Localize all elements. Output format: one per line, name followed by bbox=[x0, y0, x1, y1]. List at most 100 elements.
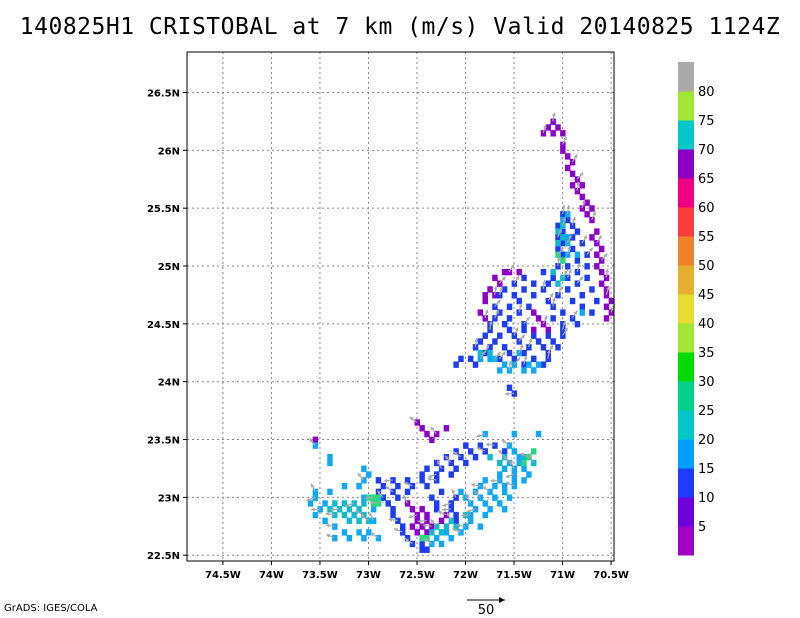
wind-vector-head bbox=[505, 481, 510, 486]
wind-vector-head bbox=[364, 496, 369, 500]
wind-cell-outer bbox=[501, 506, 508, 513]
wind-vector-head bbox=[385, 486, 390, 490]
wind-cell-teal bbox=[550, 268, 556, 276]
wind-cell-north-band bbox=[433, 430, 440, 438]
wind-cell-outer bbox=[487, 488, 493, 496]
wind-cell-outer bbox=[327, 453, 333, 461]
wind-cell-outer bbox=[487, 506, 493, 513]
wind-vector-head bbox=[427, 477, 432, 482]
wind-cell-teal bbox=[346, 517, 353, 525]
wind-cell-north-band bbox=[414, 529, 421, 536]
colorbar-swatch bbox=[678, 410, 694, 440]
wind-vector-head bbox=[558, 229, 562, 233]
wind-cell-green bbox=[531, 448, 537, 455]
wind-cell-core bbox=[400, 523, 406, 530]
wind-cell-core bbox=[438, 488, 445, 496]
wind-cell-teal bbox=[351, 511, 357, 519]
wind-cell-outer bbox=[482, 477, 488, 484]
wind-cell-north-band bbox=[419, 425, 425, 432]
wind-cell-core bbox=[589, 309, 595, 316]
wind-cell-core bbox=[390, 488, 396, 496]
wind-cell-core bbox=[569, 315, 576, 322]
wind-cell-north-band bbox=[506, 268, 513, 276]
wind-vector-head bbox=[383, 478, 388, 483]
wind-cell-core bbox=[472, 344, 479, 351]
colorbar-swatch bbox=[678, 294, 694, 324]
wind-cell-north-band bbox=[550, 118, 556, 125]
wind-cell-green bbox=[424, 534, 430, 542]
wind-vector-head bbox=[404, 538, 409, 542]
colorbar-label: 5 bbox=[698, 520, 706, 535]
wind-cell-core bbox=[569, 222, 576, 230]
wind-cell-core bbox=[380, 494, 387, 501]
wind-vector-head bbox=[576, 263, 581, 268]
wind-cell-core bbox=[526, 303, 532, 310]
colorbar-label: 40 bbox=[698, 317, 715, 332]
wind-cell-core bbox=[521, 274, 527, 282]
wind-vector-head bbox=[510, 264, 515, 269]
wind-cell-core bbox=[419, 477, 425, 484]
wind-cell-core bbox=[540, 361, 547, 368]
y-tick-label: 25.5N bbox=[147, 204, 180, 215]
wind-cell-north-band bbox=[603, 292, 610, 299]
wind-cell-core bbox=[497, 332, 503, 339]
wind-cell-north-band bbox=[312, 436, 319, 444]
wind-cell-outer bbox=[370, 506, 377, 513]
wind-cell-core bbox=[433, 471, 440, 478]
wind-cell-core bbox=[535, 338, 542, 345]
wind-cell-north-band bbox=[482, 315, 488, 322]
wind-cell-outer bbox=[482, 430, 488, 438]
wind-cell-core bbox=[501, 320, 508, 328]
wind-cell-outer bbox=[564, 234, 571, 241]
wind-cell-teal bbox=[327, 506, 333, 513]
wind-cell-north-band bbox=[564, 153, 571, 160]
wind-cell-north-band bbox=[424, 430, 430, 438]
wind-cell-north-band bbox=[409, 506, 416, 513]
wind-cell-outer bbox=[511, 465, 518, 472]
colorbar-label: 50 bbox=[698, 259, 715, 274]
wind-vector-head bbox=[606, 286, 610, 291]
wind-cell-outer bbox=[312, 494, 319, 501]
wind-cell-outer bbox=[511, 361, 518, 368]
wind-cell-outer bbox=[516, 453, 522, 461]
wind-cell-outer bbox=[497, 477, 503, 484]
wind-cell-outer bbox=[361, 534, 367, 542]
wind-cell-outer bbox=[501, 482, 508, 490]
wind-cell-outer bbox=[375, 534, 382, 542]
wind-vector-head bbox=[496, 299, 501, 304]
wind-cell-outer bbox=[366, 529, 372, 536]
wind-cell-outer bbox=[516, 459, 522, 467]
wind-vector-head bbox=[523, 355, 528, 360]
wind-cell-core bbox=[550, 338, 556, 345]
wind-cell-green bbox=[526, 453, 532, 461]
wind-cell-core bbox=[463, 459, 469, 467]
wind-vector-head bbox=[484, 309, 489, 314]
wind-cell-core bbox=[404, 534, 411, 542]
wind-cell-core bbox=[433, 477, 440, 484]
wind-cell-north-band bbox=[574, 176, 581, 183]
wind-vector-head bbox=[501, 440, 506, 444]
wind-cell-core bbox=[472, 453, 479, 461]
wind-cell-outer bbox=[433, 534, 440, 542]
wind-vector-head bbox=[543, 315, 548, 320]
wind-cell-north-band bbox=[545, 124, 552, 131]
wind-cell-teal bbox=[346, 506, 353, 513]
plot-frame bbox=[186, 51, 615, 562]
wind-cell-north-band bbox=[589, 234, 595, 241]
wind-vector-head bbox=[567, 245, 571, 250]
wind-cell-core bbox=[545, 355, 552, 363]
grads-credit: GrADS: IGES/COLA bbox=[4, 603, 98, 614]
wind-cell-north-band bbox=[531, 309, 537, 316]
wind-cell-teal bbox=[560, 274, 566, 282]
wind-cell-outer bbox=[477, 523, 484, 530]
wind-vector-head bbox=[581, 199, 586, 204]
wind-cell-core bbox=[579, 292, 586, 299]
colorbar-swatch bbox=[678, 265, 694, 295]
wind-cell-north-band bbox=[603, 286, 610, 293]
wind-cell-core bbox=[540, 268, 547, 276]
wind-vector-head bbox=[409, 416, 414, 421]
wind-cell-teal bbox=[341, 500, 348, 507]
grid-lines bbox=[187, 52, 614, 561]
wind-cell-north-band bbox=[574, 187, 581, 195]
wind-cell-core bbox=[453, 465, 459, 472]
